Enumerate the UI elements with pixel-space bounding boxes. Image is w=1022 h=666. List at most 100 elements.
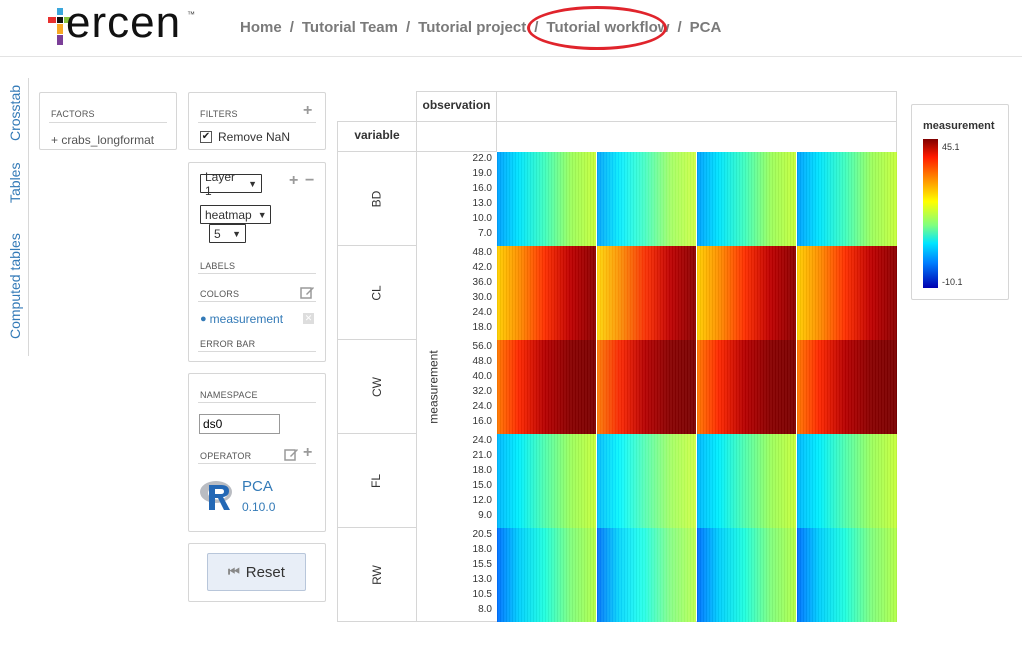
heatmap-cell[interactable] [497,152,596,246]
row-label-text: RW [369,564,384,585]
y-tick-label: 56.0 [472,341,492,352]
divider [49,122,167,123]
edit-operator-icon[interactable] [284,447,299,461]
row-label-text: FL [369,473,384,488]
heatmap-plot[interactable] [497,152,897,622]
breadcrumb-project[interactable]: Tutorial project [418,19,527,36]
y-tick-label: 15.0 [472,480,492,491]
factors-header: FACTORS [51,109,95,119]
y-tick-label: 32.0 [472,386,492,397]
y-tick-label: 13.0 [472,198,492,209]
heatmap-cell[interactable] [497,434,596,528]
y-tick-label: 7.0 [478,228,492,239]
namespace-input[interactable] [199,414,280,434]
layer-select[interactable]: Layer 1 ▼ [200,170,262,198]
y-tick-label: 16.0 [472,416,492,427]
divider [198,402,316,403]
top-header: ercen ™ Home / Tutorial Team / Tutorial proj… [0,0,1022,57]
heatmap-cell[interactable] [597,152,696,246]
heatmap-cell[interactable] [497,246,596,340]
remove-nan-label: Remove NaN [218,130,291,144]
heatmap-cell[interactable] [597,434,696,528]
y-tick-label: 9.0 [478,510,492,521]
heatmap-cell[interactable] [797,152,897,246]
y-tick-label: 24.0 [472,401,492,412]
size-select[interactable]: 5 ▼ [209,224,246,243]
column-factor-header[interactable]: observation [422,98,491,112]
legend-title: measurement [923,120,995,132]
breadcrumb-home[interactable]: Home [240,19,282,36]
chevron-down-icon: ▼ [232,228,241,239]
heatmap-cell[interactable] [697,152,796,246]
tercen-logo[interactable]: ercen ™ [48,0,198,50]
grid-line [416,91,897,92]
logo-wordmark: ercen [66,0,182,47]
heatmap-cell[interactable] [797,434,897,528]
tab-tables[interactable]: Tables [7,162,23,204]
colors-header: COLORS [200,289,240,299]
breadcrumb-team[interactable]: Tutorial Team [301,19,398,36]
heatmap-cell[interactable] [697,528,796,622]
operator-name[interactable]: PCA [242,478,273,495]
breadcrumb-step[interactable]: PCA [689,19,722,36]
grid-line [496,91,497,152]
chart-type-value: heatmap [205,207,252,222]
color-legend: measurement 45.1 -10.1 [911,104,1009,300]
heatmap-cell[interactable] [797,340,897,434]
heatmap-cell[interactable] [697,340,796,434]
r-language-icon [200,481,232,510]
y-tick-label: 18.0 [472,465,492,476]
heatmap-cell[interactable] [697,246,796,340]
legend-min: -10.1 [942,277,963,287]
y-tick-label: 19.0 [472,168,492,179]
side-tabs-divider [28,78,29,356]
tab-computed-tables[interactable]: Computed tables [7,233,23,339]
y-tick-label: 48.0 [472,247,492,258]
color-factor-item[interactable]: ● measurement [200,312,283,326]
y-tick-label: 13.0 [472,574,492,585]
tab-crosstab[interactable]: Crosstab [7,84,23,142]
remove-nan-checkbox[interactable]: ✔ [200,131,212,143]
legend-gradient-bar [923,139,938,288]
breadcrumb-separator: / [405,19,411,36]
chart-type-select[interactable]: heatmap ▼ [200,205,271,224]
factors-panel: FACTORS + crabs_longformat [39,92,177,150]
grid-line [337,245,416,246]
row-label-text: CW [369,376,384,397]
y-tick-label: 40.0 [472,371,492,382]
grid-line [337,121,897,122]
chevron-down-icon: ▼ [257,209,267,220]
row-factor-header[interactable]: variable [354,128,400,142]
heatmap-cell[interactable] [597,246,696,340]
operator-panel: NAMESPACE OPERATOR + PCA 0.10.0 [188,373,326,532]
heatmap-cell[interactable] [597,528,696,622]
y-tick-label: 10.0 [472,213,492,224]
add-operator-icon[interactable]: + [303,444,313,461]
grid-line [337,339,416,340]
heatmap-cell[interactable] [797,246,897,340]
y-tick-label: 36.0 [472,277,492,288]
heatmap-cell[interactable] [497,528,596,622]
y-tick-label: 20.5 [472,529,492,540]
filters-header: FILTERS [200,109,238,119]
factor-item-label: crabs_longformat [61,133,155,147]
reset-button[interactable]: ⏮ Reset [207,553,306,591]
operator-name-text: PCA [242,478,273,495]
heatmap-cell[interactable] [797,528,897,622]
legend-max: 45.1 [942,142,960,152]
remove-color-factor-icon[interactable]: ✕ [303,313,314,324]
namespace-header: NAMESPACE [200,390,258,400]
y-tick-label: 18.0 [472,322,492,333]
heatmap-cell[interactable] [497,340,596,434]
remove-layer-icon[interactable]: − [305,172,315,189]
factor-item[interactable]: + crabs_longformat [51,133,154,147]
add-layer-icon[interactable]: + [289,172,299,189]
heatmap-cell[interactable] [697,434,796,528]
y-tick-label: 24.0 [472,307,492,318]
row-label-text: CL [369,284,384,301]
add-filter-icon[interactable]: + [303,102,313,119]
y-tick-label: 42.0 [472,262,492,273]
heatmap-cell[interactable] [597,340,696,434]
row-label-cl: CL [337,246,416,339]
edit-colors-icon[interactable] [300,285,315,299]
